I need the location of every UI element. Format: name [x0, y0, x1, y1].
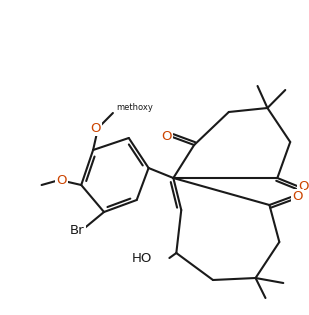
Text: O: O — [56, 174, 67, 186]
Text: O: O — [292, 191, 303, 203]
Text: Br: Br — [70, 224, 85, 237]
Text: HO: HO — [132, 251, 153, 265]
Text: O: O — [298, 180, 308, 192]
Text: O: O — [90, 122, 100, 135]
Text: O: O — [161, 130, 172, 144]
Text: methoxy: methoxy — [116, 104, 153, 112]
